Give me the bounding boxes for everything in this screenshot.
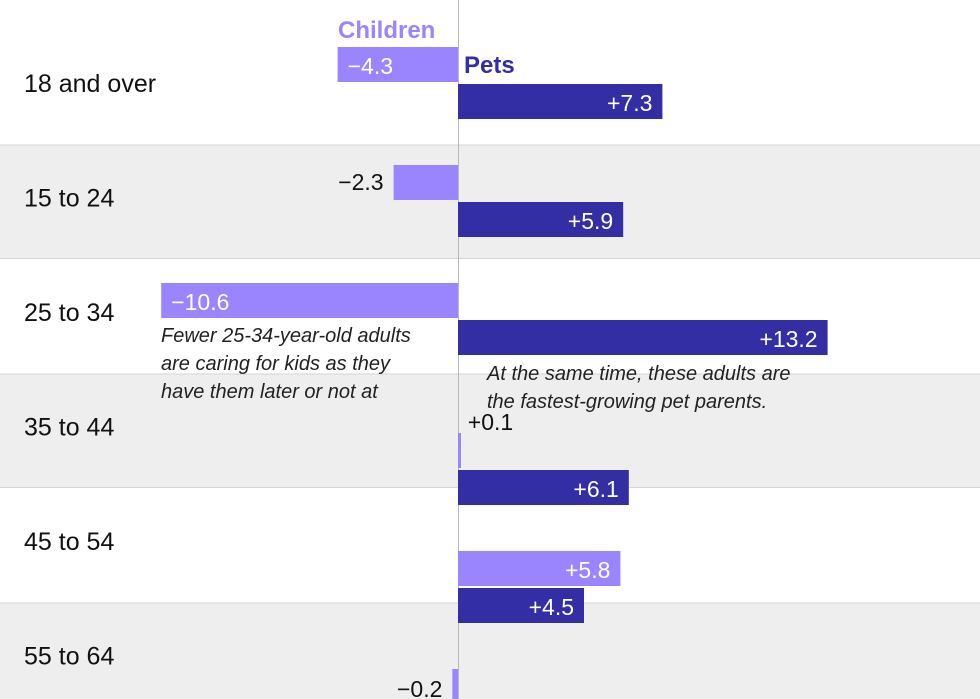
bar-pets bbox=[458, 202, 624, 237]
value-label-pets: +13.2 bbox=[759, 326, 817, 352]
annotation-children-line: have them later or not at bbox=[161, 381, 379, 403]
legend-pets: Pets bbox=[464, 52, 515, 79]
value-label-pets: +5.9 bbox=[568, 208, 613, 234]
value-label-pets: +7.3 bbox=[607, 90, 652, 116]
bar-children bbox=[337, 47, 458, 82]
annotation-pets-line: the fastest-growing pet parents. bbox=[487, 391, 767, 413]
value-label-children: +0.1 bbox=[468, 409, 513, 435]
annotation-pets-line: At the same time, these adults are bbox=[486, 363, 791, 385]
value-label-children: −2.3 bbox=[338, 169, 383, 195]
category-label: 18 and over bbox=[24, 70, 156, 98]
category-label: 55 to 64 bbox=[24, 643, 114, 671]
annotation-children-line: Fewer 25-34-year-old adults bbox=[161, 325, 411, 347]
value-label-children: +5.8 bbox=[565, 557, 610, 583]
labels: 18 and over 15 to 24 25 to 34 35 to 44 45 to… bbox=[24, 53, 818, 699]
category-label: 15 to 24 bbox=[24, 185, 114, 213]
category-label: 45 to 54 bbox=[24, 528, 114, 556]
value-label-children: −4.3 bbox=[348, 53, 393, 79]
bar-children bbox=[452, 669, 458, 699]
value-label-pets: +6.1 bbox=[573, 476, 618, 502]
bar-children bbox=[458, 433, 461, 468]
category-label: 25 to 34 bbox=[24, 299, 114, 327]
bars bbox=[161, 47, 828, 699]
bar-children bbox=[458, 551, 621, 586]
category-label: 35 to 44 bbox=[24, 414, 114, 442]
bar-children bbox=[161, 283, 458, 318]
bar-pets bbox=[458, 84, 663, 119]
annotation-pets: At the same time, these adults are the f… bbox=[486, 363, 796, 413]
legend-children: Children bbox=[338, 17, 435, 44]
annotation-children-line: are caring for kids as they bbox=[161, 353, 391, 375]
value-label-pets: +4.5 bbox=[529, 594, 574, 620]
row-band bbox=[0, 144, 980, 259]
bar-pets bbox=[458, 470, 629, 505]
row-band bbox=[0, 373, 980, 488]
bar-children bbox=[393, 165, 458, 200]
annotation-children: Fewer 25-34-year-old adults are caring f… bbox=[161, 325, 416, 403]
value-label-children: −10.6 bbox=[171, 289, 229, 315]
value-label-children: −0.2 bbox=[397, 676, 442, 699]
bar-pets bbox=[458, 588, 584, 623]
bar-pets bbox=[458, 320, 828, 355]
